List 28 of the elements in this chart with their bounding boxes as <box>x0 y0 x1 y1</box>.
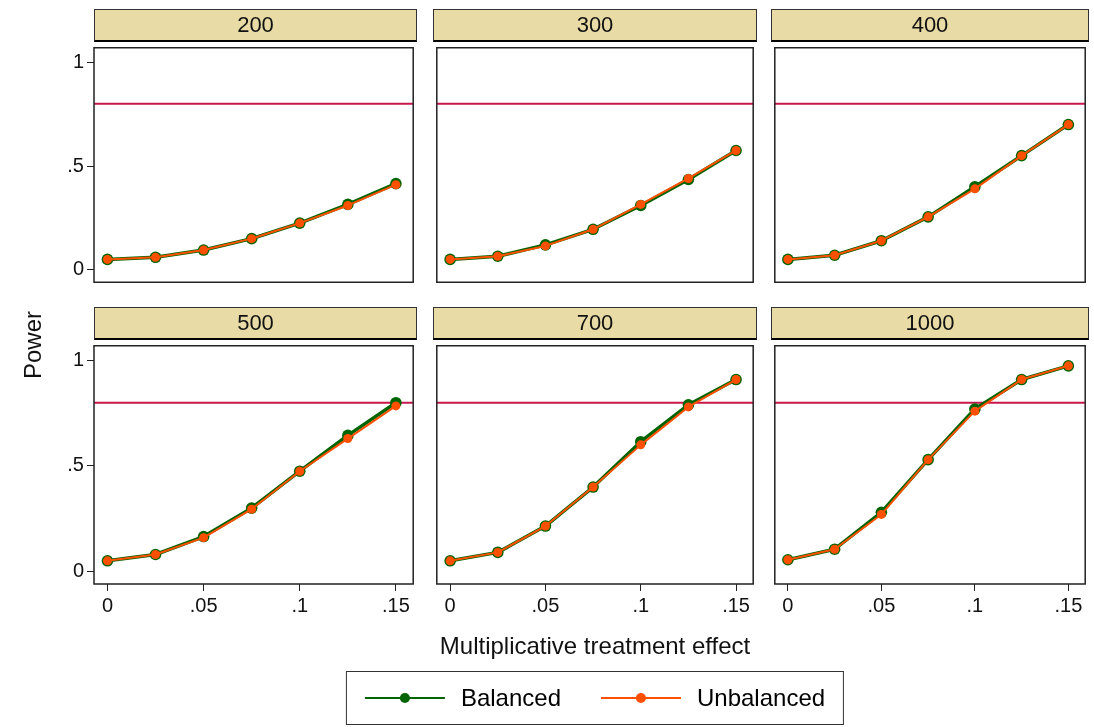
x-axis-title: Multiplicative treatment effect <box>439 632 751 660</box>
y-tick-label: 0 <box>72 558 84 581</box>
x-tick-label: 0 <box>101 593 114 616</box>
x-tick-label: .05 <box>867 593 896 616</box>
chart-title: 500 <box>94 307 417 340</box>
x-tick-label: 0 <box>444 593 456 616</box>
x-tick-label: .15 <box>722 593 750 616</box>
chart-title: 700 <box>433 307 757 340</box>
y-tick-label: 0 <box>72 257 84 280</box>
legend-label: Balanced <box>460 684 561 712</box>
legend-label: Unbalanced <box>696 684 826 712</box>
y-tick-label: 1 <box>72 348 84 371</box>
x-tick-label: .1 <box>632 593 650 616</box>
y-tick-label: .5 <box>67 153 84 176</box>
x-tick-label: .15 <box>381 593 410 616</box>
chart-title: 200 <box>94 9 417 42</box>
chart-title: 400 <box>771 9 1089 42</box>
x-tick-label: .05 <box>531 593 560 616</box>
chart-title: 300 <box>433 9 757 42</box>
y-tick-label: .5 <box>67 453 84 476</box>
y-tick-label: 1 <box>72 49 84 72</box>
x-tick-label: .1 <box>291 593 309 616</box>
y-axis-title: Power <box>19 310 47 380</box>
x-tick-label: 0 <box>782 593 794 616</box>
x-tick-label: .1 <box>966 593 984 616</box>
x-tick-label: .05 <box>189 593 218 616</box>
x-tick-label: .15 <box>1054 593 1083 616</box>
chart-title: 1000 <box>771 307 1089 340</box>
